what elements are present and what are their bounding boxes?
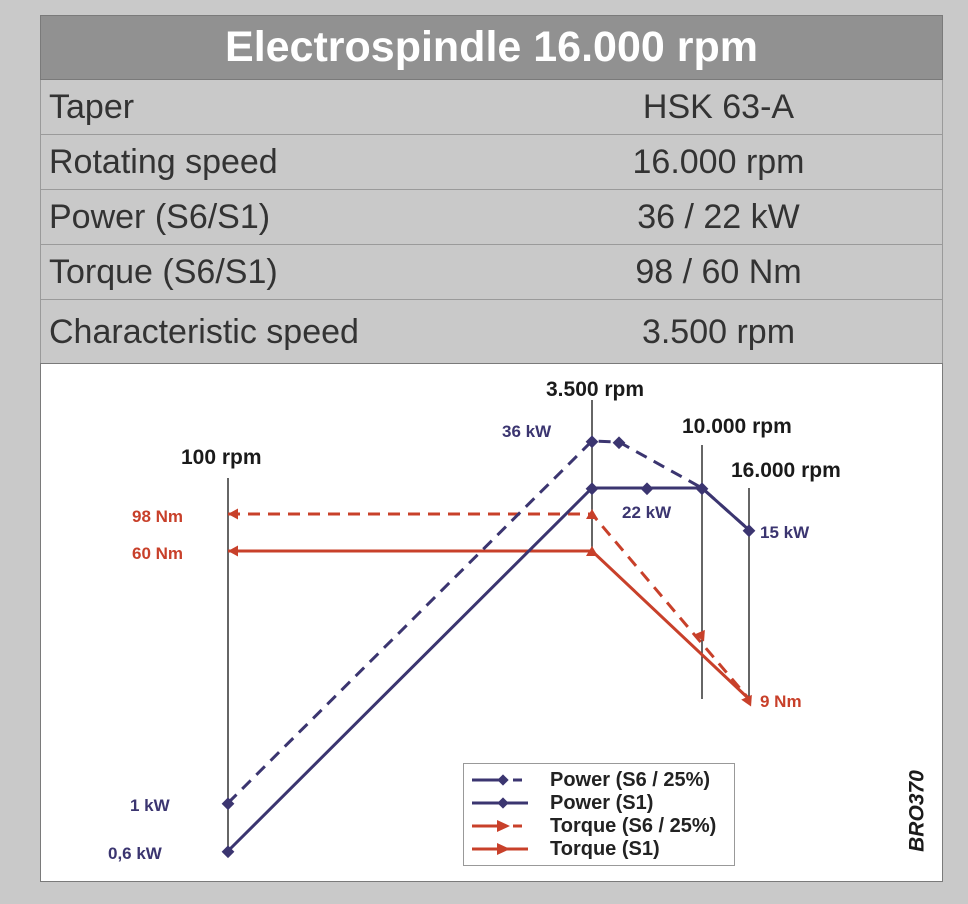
svg-text:9 Nm: 9 Nm [760,692,802,711]
svg-text:36 kW: 36 kW [502,422,552,441]
svg-text:1 kW: 1 kW [130,796,171,815]
svg-text:10.000 rpm: 10.000 rpm [682,415,792,438]
svg-text:0,6 kW: 0,6 kW [108,844,163,863]
svg-text:98 Nm: 98 Nm [132,507,183,526]
svg-text:16.000 rpm: 16.000 rpm [731,459,841,482]
svg-text:22 kW: 22 kW [622,503,672,522]
svg-text:15 kW: 15 kW [760,523,810,542]
svg-text:BRO370: BRO370 [906,770,929,852]
svg-text:100 rpm: 100 rpm [181,446,262,469]
svg-text:60 Nm: 60 Nm [132,544,183,563]
svg-text:3.500 rpm: 3.500 rpm [546,378,644,401]
